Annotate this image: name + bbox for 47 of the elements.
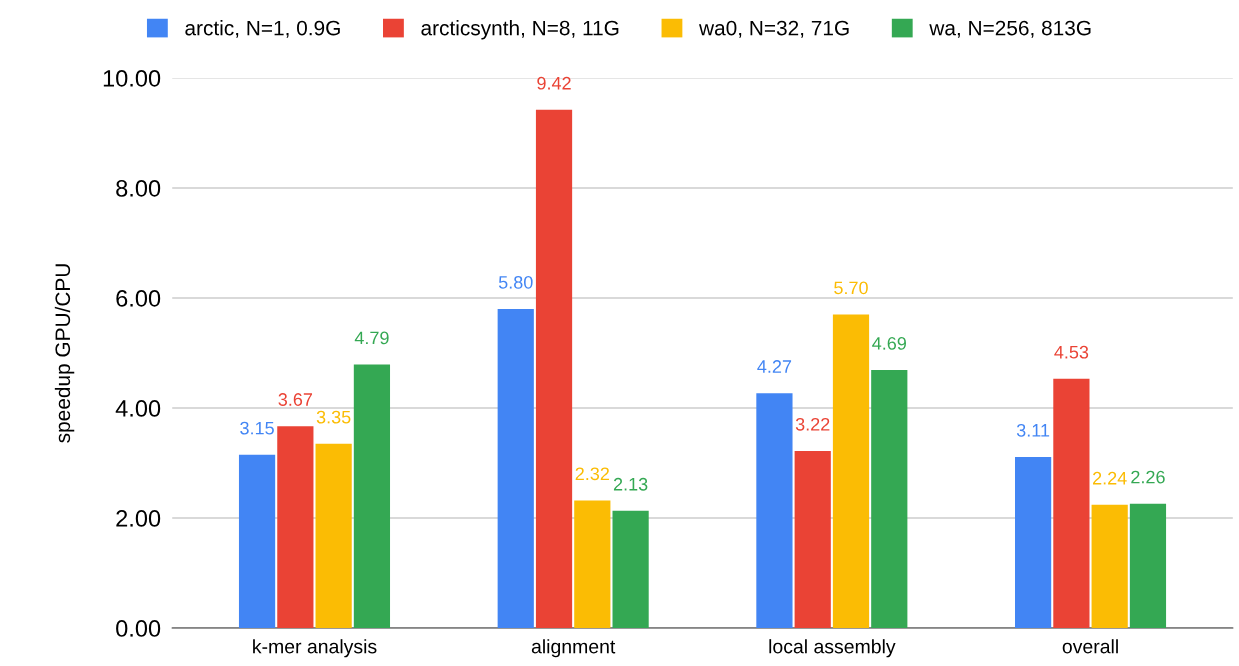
bar	[1015, 456, 1052, 629]
data-label: 4.53	[1054, 345, 1089, 359]
legend-label: arctic, N=1, 0.9G	[185, 20, 340, 38]
bar	[832, 314, 870, 629]
bar	[277, 426, 314, 629]
data-label: 3.15	[240, 421, 274, 435]
x-tick-label: k-mer analysis	[253, 639, 377, 658]
y-tick-label: 10.00	[103, 69, 161, 87]
data-label: 5.80	[498, 275, 533, 289]
bar	[315, 443, 352, 629]
bar	[756, 393, 793, 629]
y-tick-label: 8.00	[116, 180, 161, 197]
y-tick-label: 2.00	[116, 510, 161, 527]
bar	[574, 500, 611, 629]
data-label: 5.70	[834, 281, 868, 295]
data-label: 3.22	[795, 417, 830, 431]
y-tick-label: 6.00	[116, 290, 161, 307]
legend-label: wa, N=256, 813G	[929, 20, 1091, 38]
x-tick-label: alignment	[531, 639, 616, 658]
bar	[353, 364, 391, 629]
data-label: 2.32	[575, 467, 609, 481]
bar	[794, 450, 831, 629]
bar	[497, 308, 534, 629]
data-label: 2.13	[613, 477, 648, 491]
legend-label: arcticsynth, N=8, 11G	[421, 20, 619, 40]
data-label: 4.79	[354, 331, 389, 345]
data-label: 4.69	[872, 337, 906, 350]
bar	[1129, 503, 1167, 629]
bar	[612, 510, 649, 629]
x-tick-label: overall	[1062, 639, 1118, 654]
legend-label: wa0, N=32, 71G	[699, 20, 849, 38]
data-label: 2.26	[1131, 470, 1165, 484]
y-tick-label: 4.00	[115, 400, 161, 417]
y-tick-label: 0.00	[116, 620, 161, 637]
x-tick-label: local assembly	[769, 639, 896, 658]
data-label: 2.24	[1093, 471, 1127, 485]
bar	[238, 454, 276, 629]
data-label: 9.42	[537, 76, 571, 90]
data-label: 3.35	[316, 410, 351, 424]
bar	[871, 370, 908, 629]
bar	[1091, 504, 1128, 629]
data-label: 3.11	[1016, 423, 1050, 437]
y-axis-title: speedup GPU/CPU	[54, 264, 75, 443]
bar	[535, 109, 573, 629]
data-label: 3.67	[278, 393, 313, 406]
bar	[1053, 378, 1090, 629]
data-label: 4.27	[757, 360, 792, 373]
